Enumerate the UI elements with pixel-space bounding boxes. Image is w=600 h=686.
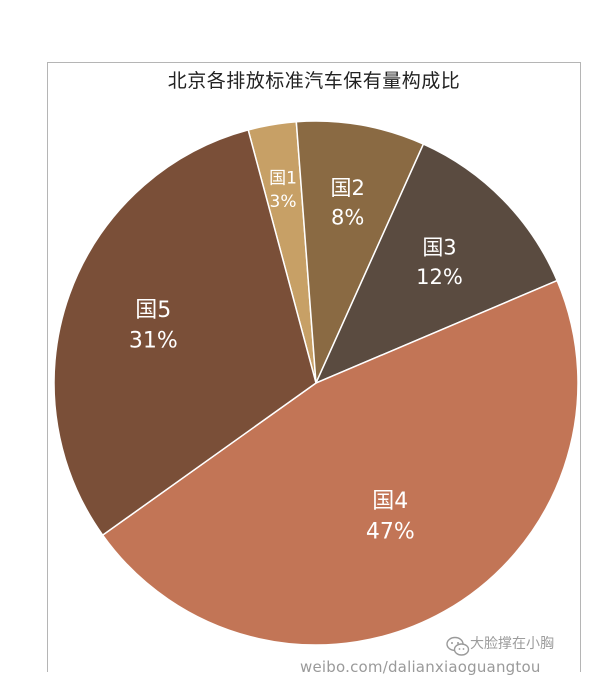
- chart-title: 北京各排放标准汽车保有量构成比: [167, 70, 461, 92]
- pie-slice-3: [314, 143, 559, 385]
- slice-label-2: 国2: [331, 176, 365, 200]
- slice-value-4: 47%: [366, 520, 415, 545]
- wechat-icon: [446, 636, 470, 656]
- slice-value-1: 3%: [270, 192, 297, 212]
- slice-value-5: 31%: [129, 329, 178, 354]
- slice-value-2: 8%: [331, 205, 364, 229]
- pie-slice-5: [53, 129, 317, 537]
- slice-label-4: 国4: [372, 489, 408, 514]
- slice-value-3: 12%: [416, 265, 463, 289]
- pie-slice-2: [295, 120, 425, 384]
- chart-frame: [47, 62, 581, 672]
- watermark-brand: 大脸撑在小胸: [470, 636, 554, 652]
- pie-slice-4: [101, 279, 579, 646]
- watermark-url: weibo.com/dalianxiaoguangtou: [300, 658, 541, 676]
- slice-label-3: 国3: [422, 236, 456, 260]
- slice-label-5: 国5: [135, 298, 171, 323]
- slice-label-1: 国1: [269, 168, 297, 188]
